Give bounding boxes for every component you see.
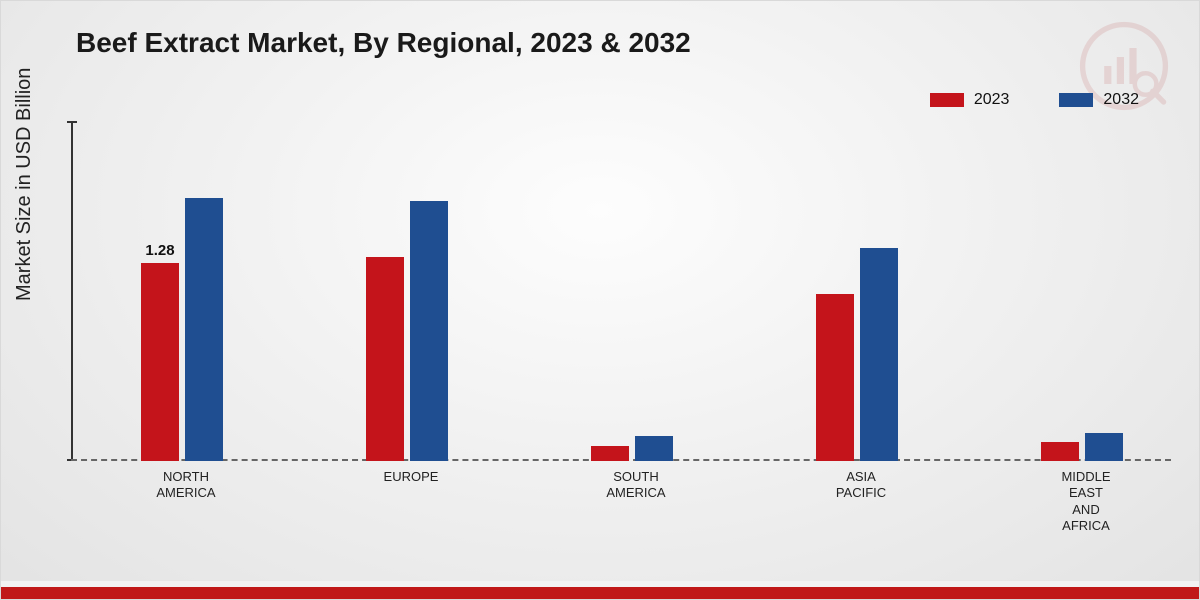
y-axis <box>71 121 73 461</box>
bar-v2032 <box>185 198 223 461</box>
bar-v2032 <box>635 436 673 461</box>
category-label: NORTHAMERICA <box>126 469 246 502</box>
bar-v2032 <box>1085 433 1123 461</box>
bar-v2023 <box>1041 442 1079 461</box>
category-label: ASIAPACIFIC <box>801 469 921 502</box>
bar-value-label: 1.28 <box>135 242 185 259</box>
legend-label-2032: 2032 <box>1103 91 1139 109</box>
bar-v2023 <box>591 446 629 461</box>
plot-area: 1.28 <box>71 121 1171 461</box>
bar-v2032 <box>860 248 898 461</box>
chart-frame: Beef Extract Market, By Regional, 2023 &… <box>0 0 1200 600</box>
bar-v2032 <box>410 201 448 461</box>
legend-item-2032: 2032 <box>1059 91 1139 109</box>
legend-item-2023: 2023 <box>930 91 1010 109</box>
footer-bar <box>1 581 1199 599</box>
legend-swatch-2023 <box>930 93 964 107</box>
category-label: MIDDLEEASTANDAFRICA <box>1026 469 1146 534</box>
category-label: EUROPE <box>351 469 471 485</box>
legend: 2023 2032 <box>930 91 1139 109</box>
bar-v2023 <box>141 263 179 461</box>
y-axis-label: Market Size in USD Billion <box>13 68 36 301</box>
category-label: SOUTHAMERICA <box>576 469 696 502</box>
bar-v2023 <box>366 257 404 461</box>
legend-label-2023: 2023 <box>974 91 1010 109</box>
chart-title: Beef Extract Market, By Regional, 2023 &… <box>76 27 691 59</box>
legend-swatch-2032 <box>1059 93 1093 107</box>
bar-v2023 <box>816 294 854 461</box>
